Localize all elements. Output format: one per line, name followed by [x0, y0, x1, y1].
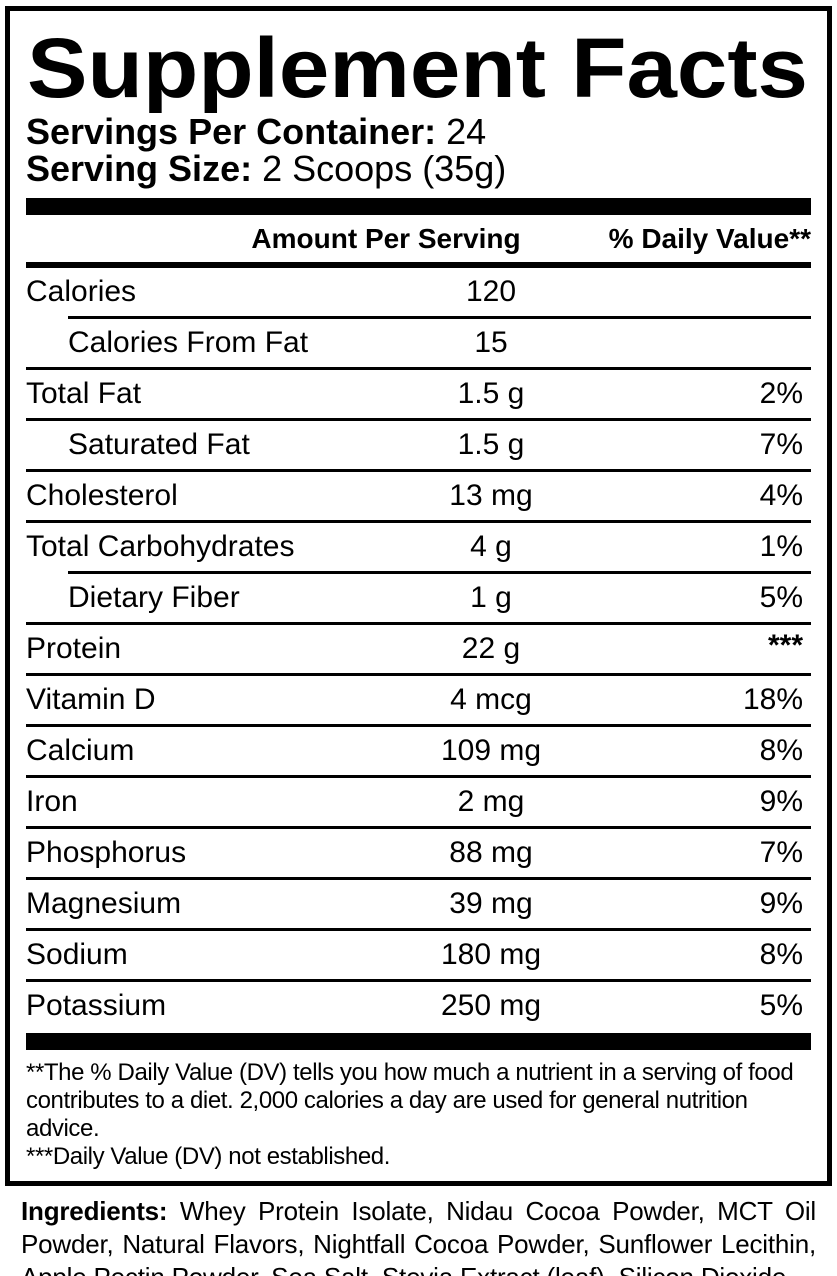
nutrient-amount: 250 mg [440, 989, 542, 1022]
daily-value-footnote: **The % Daily Value (DV) tells you how m… [26, 1059, 794, 1142]
nutrient-amount: 4 mcg [450, 683, 532, 716]
ingredients-label: Ingredients: [21, 1196, 168, 1226]
servings-per-container-line: Servings Per Container: 24 [26, 113, 811, 150]
row-separator [26, 520, 811, 523]
nutrient-amount: 4 g [470, 530, 512, 563]
nutrient-row: Dietary Fiber 1 g 5% [26, 574, 811, 622]
nutrient-daily-value: 9% [759, 887, 803, 920]
nutrient-row: Sodium 180 mg 8% [26, 931, 811, 979]
nutrient-amount: 1 g [470, 581, 512, 614]
row-separator [68, 571, 811, 574]
row-separator [26, 367, 811, 370]
nutrient-daily-value: 2% [759, 377, 803, 410]
nutrient-name: Vitamin D [26, 683, 156, 716]
nutrient-daily-value: 1% [759, 530, 803, 563]
nutrient-row: Total Fat 1.5 g 2% [26, 370, 811, 418]
nutrient-amount: 88 mg [449, 836, 533, 869]
nutrient-row: Potassium 250 mg 5% [26, 982, 811, 1030]
nutrient-name: Calcium [26, 734, 135, 767]
nutrient-daily-value: 7% [759, 428, 803, 461]
nutrient-name: Iron [26, 785, 78, 818]
panel-title-wrap: Supplement Facts [26, 21, 811, 113]
ingredients-paragraph: Ingredients: Whey Protein Isolate, Nidau… [21, 1195, 816, 1276]
nutrient-name: Total Carbohydrates [26, 530, 295, 563]
below-panel-section: Ingredients: Whey Protein Isolate, Nidau… [21, 1195, 816, 1276]
serving-size-line: Serving Size: 2 Scoops (35g) [26, 150, 811, 187]
row-separator [26, 979, 811, 982]
nutrient-daily-value: 18% [742, 683, 803, 716]
dv-not-established-footnote: ***Daily Value (DV) not established. [26, 1143, 391, 1170]
nutrient-daily-value: 7% [759, 836, 803, 869]
row-separator [26, 469, 811, 472]
nutrient-name: Total Fat [26, 377, 142, 410]
servings-per-container-label: Servings Per Container: [26, 111, 437, 152]
nutrient-row: Total Carbohydrates 4 g 1% [26, 523, 811, 571]
row-separator [26, 673, 811, 676]
row-separator [68, 316, 811, 319]
nutrient-row: Calories From Fat 15 [26, 319, 811, 367]
nutrient-amount: 2 mg [457, 785, 525, 818]
nutrient-daily-value: *** [767, 629, 803, 662]
nutrient-row: Calcium 109 mg 8% [26, 727, 811, 775]
nutrient-name: Dietary Fiber [68, 581, 240, 614]
ingredients-text: Whey Protein Isolate, Nidau Cocoa Powder… [21, 1196, 816, 1276]
nutrient-amount: 1.5 g [457, 428, 525, 461]
nutrient-row: Magnesium 39 mg 9% [26, 880, 811, 928]
serving-size-value: 2 Scoops (35g) [262, 148, 507, 189]
nutrient-row: Iron 2 mg 9% [26, 778, 811, 826]
nutrient-amount: 13 mg [449, 479, 533, 512]
nutrient-name: Sodium [26, 938, 128, 971]
nutrient-rows: Calories 120 Calories From Fat 15 Total Fat 1… [26, 268, 811, 1030]
nutrient-amount: 109 mg [440, 734, 542, 767]
nutrient-daily-value: 5% [759, 581, 803, 614]
nutrient-name: Phosphorus [26, 836, 187, 869]
nutrient-amount: 15 [474, 326, 508, 359]
page-title: Supplement Facts [27, 21, 808, 113]
divider-bar-top [26, 198, 811, 215]
divider-bar-bottom [26, 1033, 811, 1050]
nutrient-name: Cholesterol [26, 479, 178, 512]
nutrient-name: Calories From Fat [68, 326, 309, 359]
row-separator [26, 724, 811, 727]
footnotes: **The % Daily Value (DV) tells you how m… [26, 1050, 811, 1171]
amount-per-serving-header: Amount Per Serving [251, 223, 521, 254]
servings-per-container-value: 24 [446, 111, 487, 152]
row-separator [26, 877, 811, 880]
daily-value-header: % Daily Value** [608, 223, 811, 254]
nutrient-amount: 120 [465, 275, 517, 308]
nutrient-name: Calories [26, 275, 137, 308]
nutrient-amount: 1.5 g [457, 377, 525, 410]
nutrient-row: Protein 22 g *** [26, 625, 811, 673]
nutrient-daily-value [621, 319, 811, 367]
nutrient-amount: 22 g [461, 632, 521, 665]
row-separator [26, 928, 811, 931]
nutrient-daily-value: 9% [759, 785, 803, 818]
row-separator [26, 826, 811, 829]
row-separator [26, 622, 811, 625]
nutrient-daily-value: 4% [759, 479, 803, 512]
nutrient-daily-value: 8% [759, 734, 803, 767]
nutrient-row: Cholesterol 13 mg 4% [26, 472, 811, 520]
nutrient-daily-value [621, 268, 811, 316]
nutrient-amount: 180 mg [440, 938, 542, 971]
nutrient-name: Saturated Fat [68, 428, 250, 461]
nutrient-amount: 39 mg [449, 887, 533, 920]
column-header-row: Amount Per Serving % Daily Value** [26, 215, 811, 262]
nutrient-name: Potassium [26, 989, 167, 1022]
divider-bar-header [26, 262, 811, 268]
nutrient-row: Vitamin D 4 mcg 18% [26, 676, 811, 724]
serving-size-label: Serving Size: [26, 148, 253, 189]
nutrient-daily-value: 8% [759, 938, 803, 971]
nutrient-row: Saturated Fat 1.5 g 7% [26, 421, 811, 469]
nutrient-daily-value: 5% [759, 989, 803, 1022]
nutrient-name: Magnesium [26, 887, 182, 920]
nutrient-row: Phosphorus 88 mg 7% [26, 829, 811, 877]
row-separator [26, 775, 811, 778]
panel-title-svg: Supplement Facts [27, 21, 808, 113]
nutrient-name: Protein [26, 632, 122, 665]
nutrient-row: Calories 120 [26, 268, 811, 316]
row-separator [26, 418, 811, 421]
supplement-facts-panel: Supplement Facts Servings Per Container:… [5, 6, 832, 1186]
